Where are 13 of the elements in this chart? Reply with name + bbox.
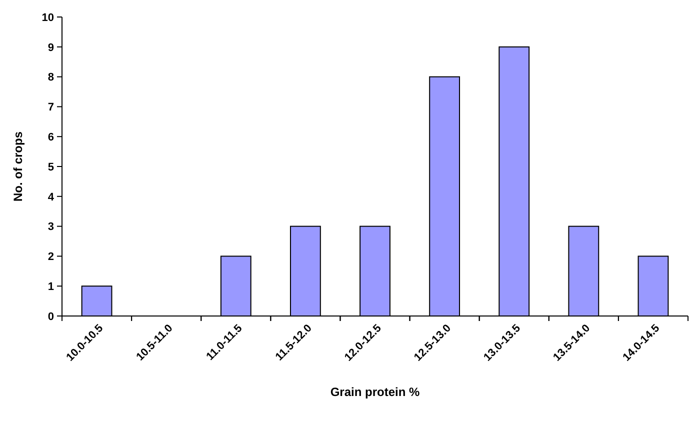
y-tick-label: 0 bbox=[48, 310, 54, 323]
y-tick-label: 9 bbox=[48, 42, 54, 54]
y-tick-label: 2 bbox=[48, 251, 54, 264]
y-tick-label: 10 bbox=[42, 12, 54, 24]
y-tick-label: 7 bbox=[48, 102, 54, 114]
y-tick-label: 3 bbox=[48, 221, 54, 234]
x-axis-title: Grain protein % bbox=[330, 385, 420, 399]
y-tick-label: 1 bbox=[48, 280, 54, 293]
y-axis-title: No. of crops bbox=[11, 131, 25, 202]
y-tick-label: 6 bbox=[48, 131, 54, 144]
y-tick-label: 5 bbox=[48, 161, 54, 174]
y-tick-label: 8 bbox=[48, 72, 54, 84]
y-tick-label: 4 bbox=[48, 191, 55, 204]
